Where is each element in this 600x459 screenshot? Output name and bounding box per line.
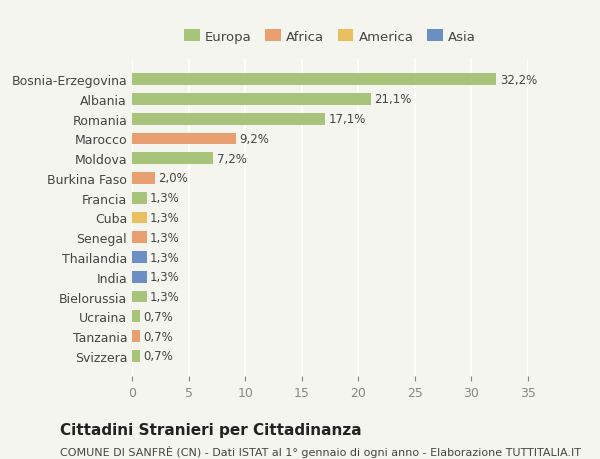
Bar	[132, 212, 147, 224]
Text: COMUNE DI SANFRÈ (CN) - Dati ISTAT al 1° gennaio di ogni anno - Elaborazione TUT: COMUNE DI SANFRÈ (CN) - Dati ISTAT al 1°…	[60, 445, 581, 457]
Bar	[132, 252, 147, 263]
Text: 1,3%: 1,3%	[150, 231, 180, 244]
Text: 0,7%: 0,7%	[143, 330, 173, 343]
Bar	[132, 192, 147, 204]
Bar	[132, 173, 155, 185]
Text: 1,3%: 1,3%	[150, 271, 180, 284]
Text: 17,1%: 17,1%	[329, 113, 366, 126]
Text: Cittadini Stranieri per Cittadinanza: Cittadini Stranieri per Cittadinanza	[60, 422, 362, 437]
Bar	[132, 271, 147, 283]
Text: 1,3%: 1,3%	[150, 291, 180, 303]
Bar	[132, 311, 140, 323]
Text: 2,0%: 2,0%	[158, 172, 188, 185]
Bar	[132, 133, 236, 145]
Bar	[132, 330, 140, 342]
Bar	[132, 350, 140, 362]
Text: 9,2%: 9,2%	[239, 133, 269, 146]
Text: 1,3%: 1,3%	[150, 192, 180, 205]
Bar	[132, 113, 325, 125]
Text: 1,3%: 1,3%	[150, 251, 180, 264]
Bar	[132, 291, 147, 303]
Bar	[132, 74, 496, 86]
Text: 21,1%: 21,1%	[374, 93, 412, 106]
Legend: Europa, Africa, America, Asia: Europa, Africa, America, Asia	[179, 25, 481, 49]
Bar	[132, 153, 214, 165]
Text: 1,3%: 1,3%	[150, 212, 180, 224]
Text: 0,7%: 0,7%	[143, 310, 173, 323]
Bar	[132, 232, 147, 244]
Text: 0,7%: 0,7%	[143, 350, 173, 363]
Text: 7,2%: 7,2%	[217, 152, 247, 165]
Text: 32,2%: 32,2%	[500, 73, 537, 86]
Bar	[132, 94, 371, 106]
